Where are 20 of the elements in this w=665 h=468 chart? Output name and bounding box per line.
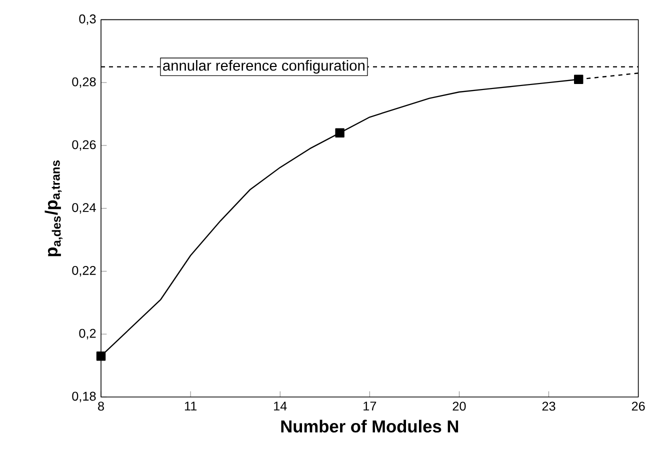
y-tick-label: 0,22	[72, 266, 96, 276]
y-tick-label: 0,18	[72, 392, 96, 402]
x-tick-label: 17	[364, 402, 376, 410]
y-axis-title: p$_{a,des}$/p$_{a,trans}$	[44, 160, 62, 256]
point	[574, 74, 584, 84]
x-tick-label: 23	[542, 402, 556, 411]
y-tick-label: 0,28	[72, 77, 96, 88]
x-tick-label: 26	[632, 402, 645, 411]
y-tick-label: 0,24	[72, 203, 96, 214]
y-tick-label: 0,3	[79, 14, 96, 25]
x-tick-label: 20	[452, 402, 466, 411]
point	[335, 128, 344, 138]
y-tick-label: 0,26	[72, 140, 96, 151]
x-tick-label: 14	[274, 402, 287, 410]
ref-line-label: annular reference configuration	[163, 60, 364, 74]
point	[96, 352, 106, 361]
x-tick-label: 11	[184, 402, 197, 410]
x-axis-title: Number of Modules N	[281, 420, 458, 433]
x-tick-label: 8	[98, 402, 104, 411]
y-tick-label: 0,2	[79, 328, 96, 340]
